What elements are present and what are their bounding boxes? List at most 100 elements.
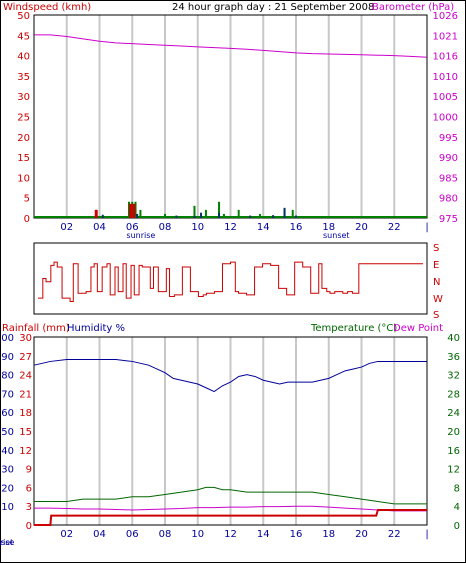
humidity-tick-label: 30: [1, 465, 14, 476]
direction-label: S: [433, 243, 439, 254]
hour-tick-label: 02: [60, 529, 73, 540]
temperature-tick-label: 12: [447, 465, 460, 476]
windspeed-tick-label: 5: [24, 194, 30, 205]
hour-tick-label: 16: [290, 529, 303, 540]
direction-label: W: [433, 294, 443, 305]
plot-frame: [33, 336, 428, 526]
hour-tick-label: |: [425, 222, 428, 233]
windspeed-tick-label: 0: [24, 214, 30, 225]
direction-label: S: [433, 310, 439, 321]
windspeed-tick-label: 45: [17, 31, 30, 42]
barometer-tick-label: 1026: [433, 11, 458, 22]
temperature-tick-label: 16: [447, 446, 460, 457]
rainfall-tick-label: 3: [26, 502, 32, 513]
barometer-tick-label: 980: [439, 194, 458, 205]
rain-humidity-temp-panel: 1020304050607080901000369121518212427300…: [0, 333, 460, 547]
hour-tick-label: 16: [290, 222, 303, 233]
hour-tick-label: 20: [355, 222, 368, 233]
windspeed-tick-label: 20: [17, 133, 30, 144]
barometer-tick-label: 1005: [433, 92, 458, 103]
temperature-tick-label: 24: [447, 408, 460, 419]
hour-tick-label: 10: [191, 529, 204, 540]
rainfall-tick-label: 15: [19, 427, 32, 438]
hour-tick-label: 04: [93, 529, 106, 540]
hour-tick-label: 08: [159, 529, 172, 540]
humidity-axis-label: Humidity %: [67, 323, 125, 334]
rainfall-tick-label: 24: [19, 371, 32, 382]
hour-tick-label: 14: [257, 529, 270, 540]
temperature-tick-label: 4: [454, 502, 460, 513]
sunrise-label: sunrise: [0, 538, 15, 547]
hour-tick-label: 06: [126, 222, 139, 233]
chart-title: 24 hour graph day : 21 September 2008: [172, 2, 374, 13]
humidity-tick-label: 70: [1, 389, 14, 400]
wind-barometer-panel: 0 5 10 15 20 25 30 35 40 45 50 975 980 985 990 995 1000 1…: [17, 11, 458, 240]
rainfall-axis-label: Rainfall (mm): [2, 323, 70, 334]
barometer-tick-label: 990: [439, 153, 458, 164]
humidity-tick-label: 10: [1, 502, 14, 513]
windspeed-tick-label: 35: [17, 72, 30, 83]
humidity-tick-label: 40: [1, 446, 14, 457]
barometer-axis-label: Barometer (hPa): [372, 2, 454, 13]
rainfall-tick-label: 12: [19, 446, 32, 457]
barometer-tick-label: 1016: [433, 52, 458, 63]
humidity-tick-label: 50: [1, 427, 14, 438]
hour-tick-label: 18: [322, 529, 335, 540]
rainfall-tick-label: 18: [19, 408, 32, 419]
temperature-series-line: [34, 486, 427, 505]
temperature-tick-label: 40: [447, 333, 460, 344]
temperature-tick-label: 20: [447, 427, 460, 438]
temperature-axis-label: Temperature (°C): [310, 323, 397, 334]
hour-tick-label: 12: [224, 529, 237, 540]
hour-tick-label: 18: [322, 222, 335, 233]
humidity-tick-label: 100: [0, 333, 14, 344]
hour-tick-label: 10: [191, 222, 204, 233]
barometer-tick-label: 985: [439, 173, 458, 184]
windspeed-tick-label: 50: [17, 11, 30, 22]
sunset-label: sunset: [323, 231, 350, 240]
hour-tick-label: |: [425, 529, 428, 540]
rainfall-tick-label: 6: [26, 483, 32, 494]
humidity-tick-label: 20: [1, 483, 14, 494]
rainfall-tick-label: 9: [26, 465, 32, 476]
direction-label: N: [433, 277, 440, 288]
humidity-tick-label: 80: [1, 371, 14, 382]
windspeed-tick-label: 10: [17, 173, 30, 184]
humidity-tick-label: 60: [1, 408, 14, 419]
rainfall-tick-label: 21: [19, 389, 32, 400]
windspeed-axis-label: Windspeed (kmh): [3, 2, 91, 13]
windspeed-tick-label: 40: [17, 52, 30, 63]
hour-tick-label: 06: [126, 529, 139, 540]
sunrise-label: sunrise: [126, 231, 155, 240]
temperature-tick-label: 8: [454, 483, 460, 494]
sunset-label: sunset: [0, 538, 13, 547]
barometer-tick-label: 1000: [433, 113, 458, 124]
hour-tick-label: 22: [388, 222, 401, 233]
rainfall-tick-label: 27: [19, 352, 32, 363]
barometer-tick-label: 975: [439, 214, 458, 225]
direction-frame: [33, 242, 428, 315]
wind-direction-line: [38, 261, 423, 302]
hour-tick-label: 12: [224, 222, 237, 233]
hour-tick-label: 02: [60, 222, 73, 233]
humidity-series-line: [33, 359, 427, 393]
temperature-tick-label: 36: [447, 352, 460, 363]
windspeed-tick-label: 15: [17, 153, 30, 164]
windspeed-tick-label: 30: [17, 92, 30, 103]
temperature-tick-label: 0: [454, 521, 460, 532]
rainfall-series-line: [34, 508, 427, 526]
barometer-tick-label: 1010: [433, 72, 458, 83]
hour-tick-label: 04: [93, 222, 106, 233]
rainfall-tick-label: 0: [26, 521, 32, 532]
humidity-tick-label: 90: [1, 352, 14, 363]
hour-tick-label: 14: [257, 222, 270, 233]
dew-point-series-line: [34, 505, 427, 512]
barometer-series-line: [34, 34, 428, 58]
barometer-tick-label: 995: [439, 133, 458, 144]
temperature-tick-label: 32: [447, 371, 460, 382]
windspeed-tick-label: 25: [17, 113, 30, 124]
temperature-tick-label: 28: [447, 389, 460, 400]
direction-label: E: [433, 260, 439, 271]
